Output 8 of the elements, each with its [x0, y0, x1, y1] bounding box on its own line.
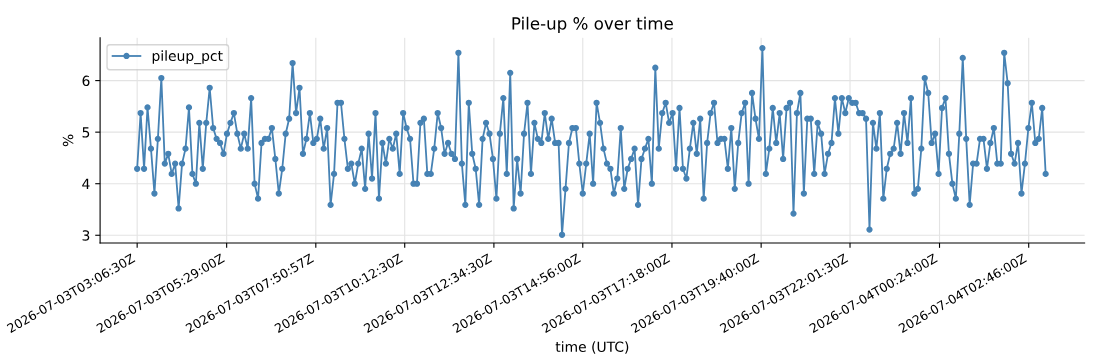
legend-label: pileup_pct — [152, 50, 223, 65]
x-axis-title: time (UTC) — [555, 341, 629, 354]
y-axis-title: % — [62, 134, 74, 147]
chart-title: Pile-up % over time — [512, 16, 673, 33]
y-tick-label: 3 — [82, 230, 90, 241]
y-tick-label: 5 — [82, 127, 90, 138]
y-tick-label: 4 — [82, 178, 90, 189]
y-tick-label: 6 — [82, 75, 90, 87]
